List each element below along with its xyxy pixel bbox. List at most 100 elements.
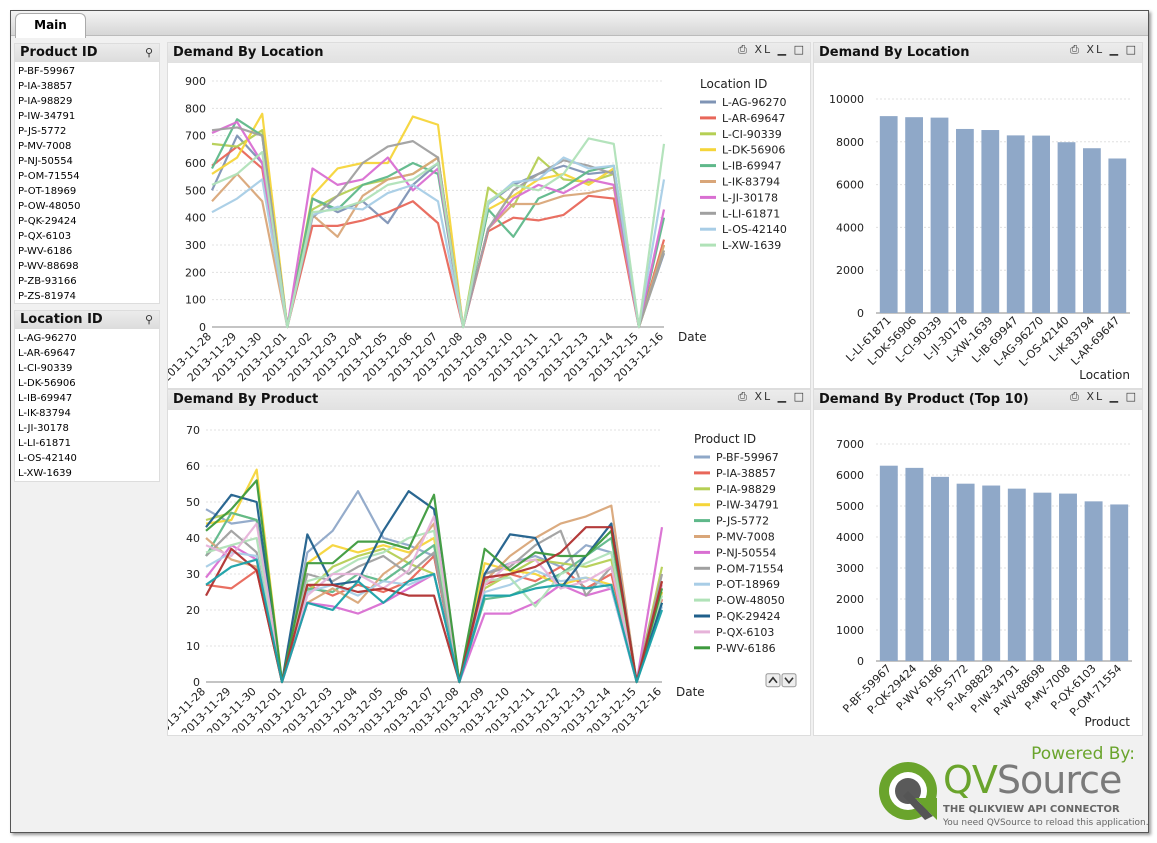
minimize-icon[interactable]: ▁ (1109, 390, 1121, 403)
bar (905, 117, 923, 313)
list-item[interactable]: P-IA-98829 (18, 96, 73, 107)
y-tick-label: 700 (185, 130, 206, 143)
list-item[interactable]: L-CI-90339 (18, 363, 73, 374)
list-item[interactable]: P-NJ-50554 (18, 156, 73, 167)
list-item[interactable]: P-WV-88698 (18, 261, 79, 272)
legend-entry: P-MV-7008 (716, 531, 775, 544)
demand-by-location-line-panel: Demand By Location ⎙ XL ▁ □ 0 100 200 300 40… (160, 42, 811, 389)
legend-scroll-up-button[interactable] (765, 673, 781, 688)
y-tick-label: 800 (185, 102, 206, 115)
maximize-icon[interactable]: □ (1125, 390, 1138, 403)
chevron-up-icon (768, 676, 778, 684)
minimize-icon[interactable]: ▁ (777, 43, 789, 56)
bar (1032, 135, 1050, 313)
series-line (205, 558, 664, 684)
xl-export-icon[interactable]: XL (1086, 43, 1105, 56)
y-tick-label: 0 (857, 655, 864, 668)
list-item[interactable]: P-OT-18969 (18, 186, 77, 197)
tab-main[interactable]: Main (15, 13, 86, 38)
bar (982, 485, 1001, 661)
legend-scroll-down-button[interactable] (781, 673, 797, 688)
chevron-down-icon (784, 677, 794, 684)
bar (956, 128, 974, 313)
bar (1057, 142, 1076, 313)
list-item[interactable]: L-DK-56906 (18, 378, 76, 389)
list-item[interactable]: P-QX-6103 (18, 231, 72, 242)
legend-entry: L-AR-69647 (722, 112, 785, 125)
product-listbox-header[interactable]: Product ID ⚲ (15, 44, 159, 62)
legend-title: Product ID (694, 432, 756, 446)
qvsource-branding: Powered By: QVSource THE QLIKVIEW API CO… (873, 744, 1149, 828)
maximize-icon[interactable]: □ (793, 390, 806, 403)
legend-entry: L-IK-83794 (722, 176, 780, 189)
list-item[interactable]: P-WV-6186 (18, 246, 73, 257)
print-icon[interactable]: ⎙ (738, 43, 749, 56)
list-item[interactable]: P-IW-34791 (18, 111, 76, 122)
bar (981, 130, 1000, 313)
list-item[interactable]: L-IK-83794 (18, 408, 71, 419)
location-bar-chart[interactable]: 0200040006000800010000L-LI-61871L-DK-569… (814, 63, 1140, 386)
panel-title: Demand By Location (819, 45, 970, 60)
list-item[interactable]: P-OW-48050 (18, 201, 81, 212)
xl-export-icon[interactable]: XL (1086, 390, 1105, 403)
y-tick-label: 5000 (836, 500, 864, 513)
y-tick-label: 200 (185, 266, 206, 279)
legend-entry: P-NJ-50554 (716, 546, 776, 559)
list-item[interactable]: L-OS-42140 (18, 453, 77, 464)
search-icon[interactable]: ⚲ (144, 46, 153, 59)
list-item[interactable]: L-JI-30178 (18, 423, 69, 434)
list-item[interactable]: P-OM-71554 (18, 171, 80, 182)
legend-entry: P-OT-18969 (716, 578, 780, 591)
product-bar-chart[interactable]: 01000200030004000500060007000P-BF-59967P… (814, 410, 1140, 733)
list-item[interactable]: L-XW-1639 (18, 468, 72, 479)
legend-entry: P-QK-29424 (716, 610, 780, 623)
app-frame: Main Product ID ⚲ P-BF-59967 P-IA-38857 P-… (10, 10, 1149, 833)
bar (1083, 148, 1101, 313)
list-item[interactable]: P-IA-38857 (18, 81, 73, 92)
list-item[interactable]: P-ZS-81974 (18, 291, 77, 302)
y-tick-label: 1000 (836, 624, 864, 637)
product-listbox: Product ID ⚲ P-BF-59967 P-IA-38857 P-IA-98… (14, 43, 160, 304)
demand-by-location-bar-panel: Demand By Location ⎙ XL ▁ □ 0 2000 4000 600… (813, 42, 1143, 389)
search-icon[interactable]: ⚲ (144, 313, 153, 326)
list-item[interactable]: L-AR-69647 (18, 348, 76, 359)
minimize-icon[interactable]: ▁ (1109, 43, 1121, 56)
minimize-icon[interactable]: ▁ (777, 390, 789, 403)
y-tick-label: 70 (186, 424, 200, 437)
tab-bar: Main (11, 11, 1148, 38)
maximize-icon[interactable]: □ (1125, 43, 1138, 56)
list-item[interactable]: P-JS-5772 (18, 126, 67, 137)
y-tick-label: 0 (857, 307, 864, 320)
product-line-chart[interactable]: 0102030405060702013-11-282013-11-292013-… (154, 410, 808, 739)
legend-entry: P-QX-6103 (716, 626, 774, 639)
print-icon[interactable]: ⎙ (738, 390, 749, 403)
xl-export-icon[interactable]: XL (754, 390, 773, 403)
product-list: P-BF-59967 P-IA-38857 P-IA-98829 P-IW-34791… (15, 62, 159, 304)
y-tick-label: 6000 (836, 469, 864, 482)
panel-caption: Demand By Product (Top 10) ⎙ XL ▁ □ (814, 390, 1142, 410)
list-item[interactable]: L-IB-69947 (18, 393, 73, 404)
print-icon[interactable]: ⎙ (1070, 390, 1081, 403)
list-item[interactable]: P-ZB-93166 (18, 276, 77, 287)
print-icon[interactable]: ⎙ (1070, 43, 1081, 56)
list-item[interactable]: L-LI-61871 (18, 438, 71, 449)
maximize-icon[interactable]: □ (793, 43, 806, 56)
x-axis-label: Date (678, 330, 707, 344)
bar (1110, 504, 1129, 661)
y-tick-label: 900 (185, 75, 206, 88)
list-item[interactable]: P-MV-7008 (18, 141, 72, 152)
bar (930, 117, 949, 313)
y-tick-label: 60 (186, 460, 200, 473)
y-tick-label: 400 (185, 212, 206, 225)
panel-title: Demand By Product (173, 392, 319, 407)
location-line-chart[interactable]: 01002003004005006007008009002013-11-2820… (160, 63, 808, 386)
legend-entry: L-OS-42140 (722, 223, 787, 236)
location-listbox-header[interactable]: Location ID ⚲ (15, 311, 159, 329)
list-item[interactable]: P-BF-59967 (18, 66, 76, 77)
panel-caption: Demand By Location ⎙ XL ▁ □ (814, 43, 1142, 63)
list-item[interactable]: L-AG-96270 (18, 333, 77, 344)
panel-title: Demand By Location (173, 45, 324, 60)
legend-entry: L-JI-30178 (722, 191, 778, 204)
list-item[interactable]: P-QK-29424 (18, 216, 77, 227)
xl-export-icon[interactable]: XL (754, 43, 773, 56)
